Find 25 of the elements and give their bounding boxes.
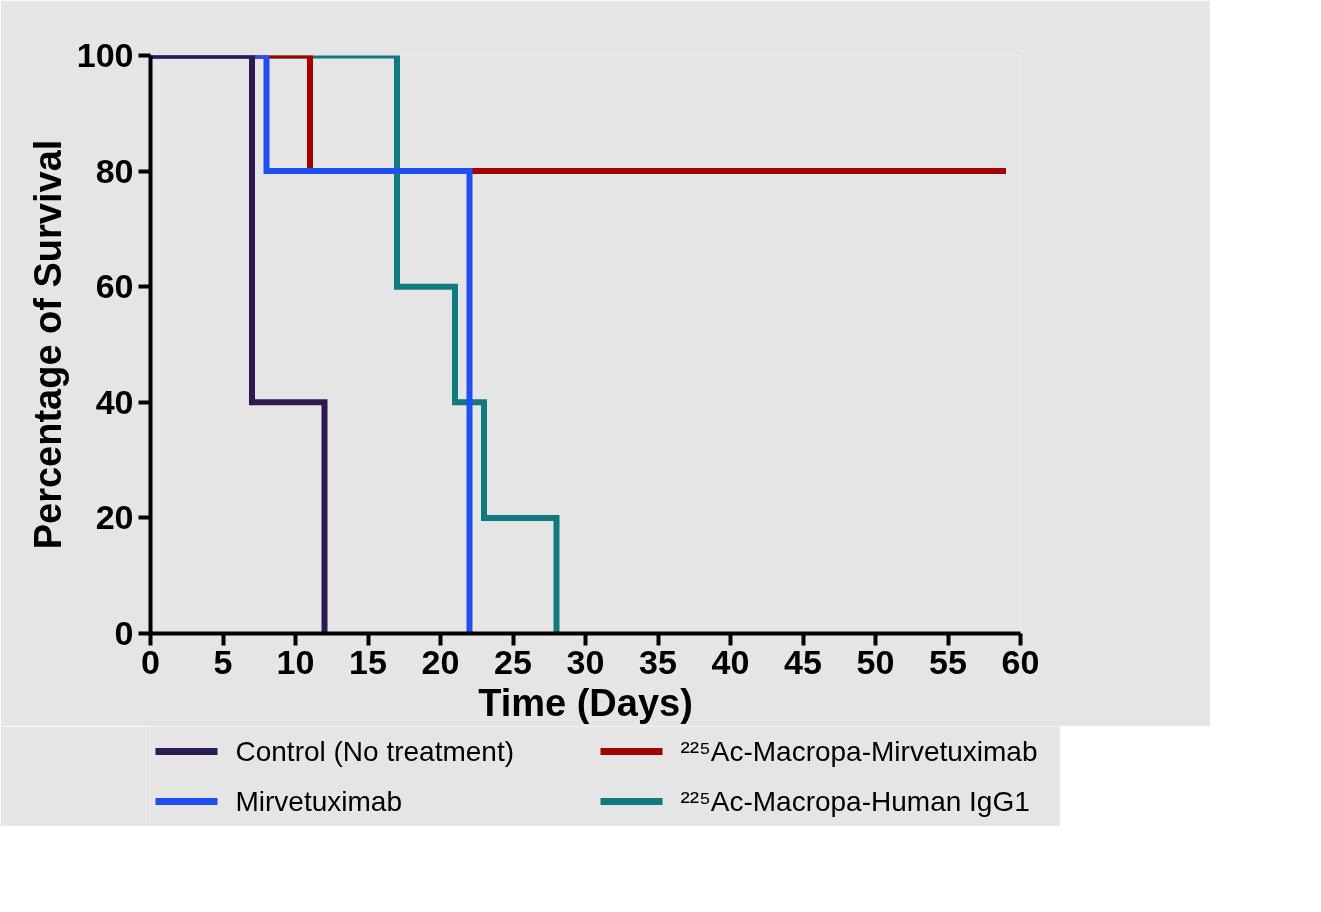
x-tick-label: 20 [421,642,460,681]
x-axis-title: Time (Days) [478,681,693,724]
x-tick-label: 50 [856,642,895,681]
y-tick-label: 0 [114,614,134,652]
y-axis-title: Percentage of Survival [26,139,69,550]
y-tick-label: 60 [95,267,134,306]
x-tick-label: 55 [929,642,967,681]
y-tick-label: 80 [95,151,134,190]
legend-label: Mirvetuximab [235,786,402,817]
x-tick-label: 15 [349,642,387,681]
x-tick-label: 0 [141,642,160,681]
x-tick-label: 10 [276,642,315,681]
y-tick-label: 40 [95,382,134,421]
x-tick-label: 35 [639,642,677,681]
y-tick-label: 20 [95,498,134,537]
legend-label: Control (No treatment) [235,736,515,767]
x-tick-label: 40 [711,642,750,681]
x-tick-label: 5 [213,642,233,681]
x-tick-label: 60 [1001,642,1040,681]
x-tick-label: 30 [566,642,605,681]
legend-label: ²²⁵Ac-Macropa-Mirvetuximab [680,736,1038,767]
legend-label: ²²⁵Ac-Macropa-Human IgG1 [680,786,1030,817]
y-tick-label: 100 [76,36,134,74]
x-tick-label: 45 [784,642,822,681]
x-tick-label: 25 [494,642,532,681]
